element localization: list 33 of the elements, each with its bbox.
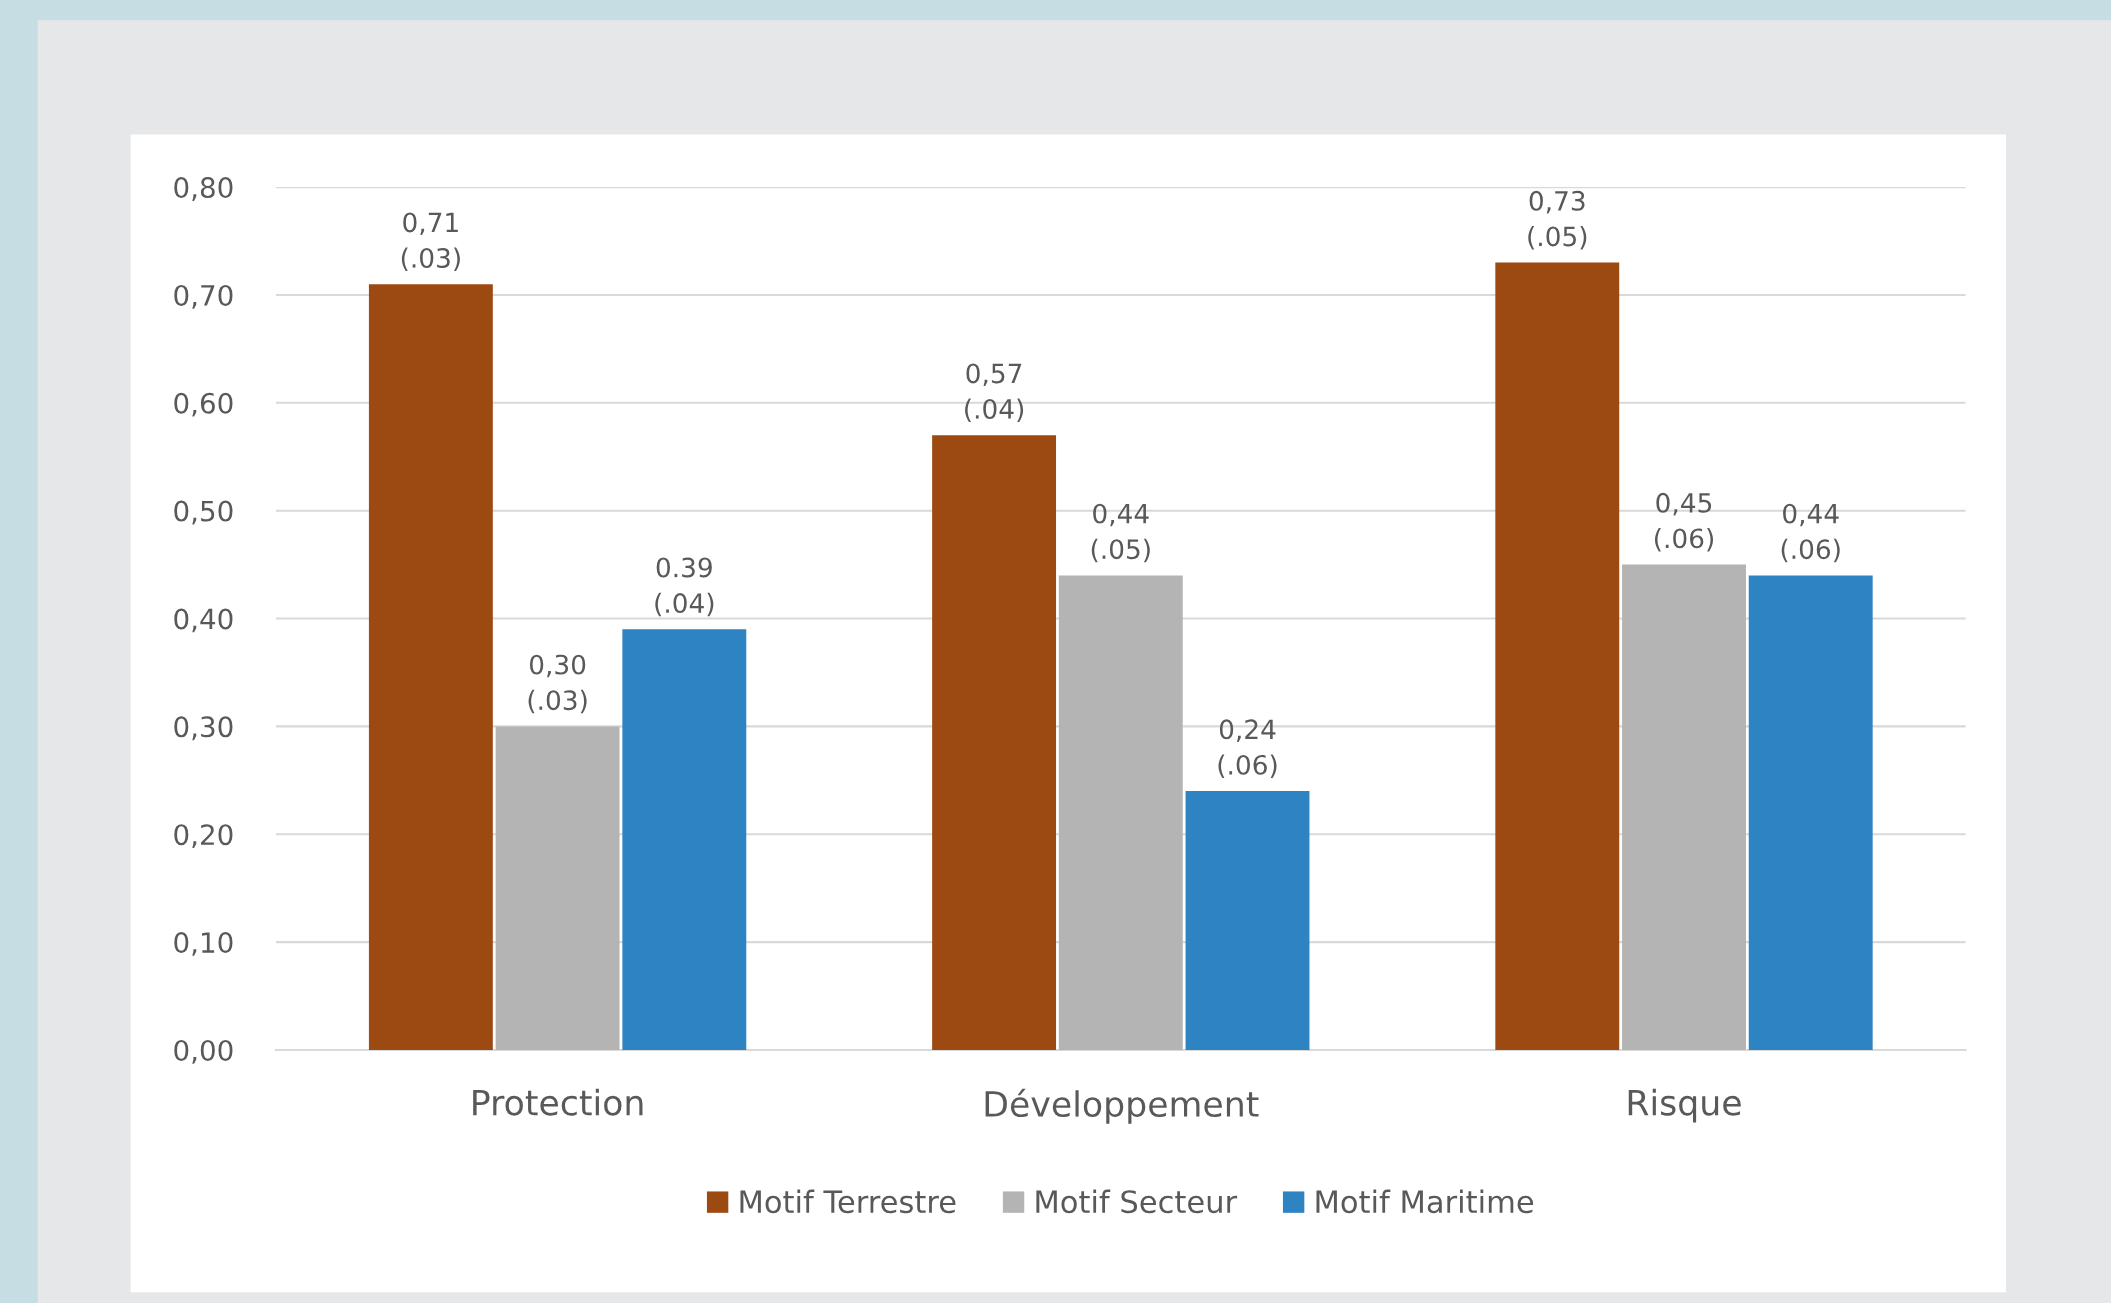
data-label: 0,73 (.05) bbox=[1528, 190, 1587, 250]
data-label: 0,24 (.06) bbox=[1218, 719, 1277, 778]
bar bbox=[622, 629, 747, 1050]
y-tick-label: 0,70 bbox=[174, 284, 233, 309]
bar bbox=[1748, 575, 1873, 1050]
bar bbox=[368, 284, 493, 1050]
y-tick-label: 0,80 bbox=[174, 177, 233, 201]
bar bbox=[495, 726, 620, 1050]
x-tick-label: Développement bbox=[985, 1088, 1259, 1124]
bar bbox=[1622, 564, 1746, 1050]
data-label: 0,71 (.03) bbox=[401, 212, 460, 272]
y-tick-label: 0,00 bbox=[174, 1039, 233, 1064]
y-tick-label: 0,20 bbox=[174, 824, 233, 849]
x-tick-label: Protection bbox=[473, 1088, 643, 1116]
bar bbox=[932, 435, 1057, 1050]
y-tick-label: 0,10 bbox=[174, 932, 233, 956]
legend-label: Motif Terrestre bbox=[740, 1189, 956, 1214]
data-label: 0,57 (.04) bbox=[965, 363, 1024, 423]
y-tick-label: 0,50 bbox=[174, 500, 233, 525]
x-tick-label: Risque bbox=[1628, 1088, 1741, 1123]
legend-label: Motif Maritime bbox=[1316, 1189, 1534, 1214]
bar bbox=[1185, 791, 1310, 1050]
y-tick-label: 0,60 bbox=[174, 392, 233, 417]
data-label: 0,30 (.03) bbox=[528, 654, 587, 714]
data-label: 0.39 (.04) bbox=[655, 557, 714, 617]
data-label: 0,44 (.06) bbox=[1781, 503, 1840, 563]
bar bbox=[1495, 262, 1620, 1050]
data-label: 0,44 (.05) bbox=[1091, 503, 1150, 563]
bar bbox=[1058, 575, 1183, 1050]
y-tick-label: 0,30 bbox=[174, 716, 233, 741]
y-tick-label: 0,40 bbox=[174, 608, 233, 633]
legend-label: Motif Secteur bbox=[1036, 1189, 1238, 1214]
data-label: 0,45 (.06) bbox=[1654, 492, 1714, 552]
